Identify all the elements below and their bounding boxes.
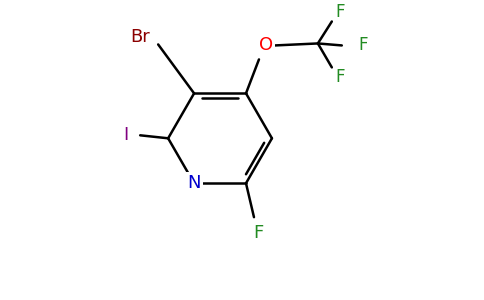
Text: F: F [335, 68, 345, 86]
Text: F: F [358, 36, 367, 54]
Text: I: I [123, 126, 129, 144]
Text: O: O [259, 36, 273, 54]
Text: Br: Br [130, 28, 150, 46]
Text: F: F [253, 224, 263, 242]
Text: N: N [187, 174, 201, 192]
Text: F: F [335, 2, 345, 20]
